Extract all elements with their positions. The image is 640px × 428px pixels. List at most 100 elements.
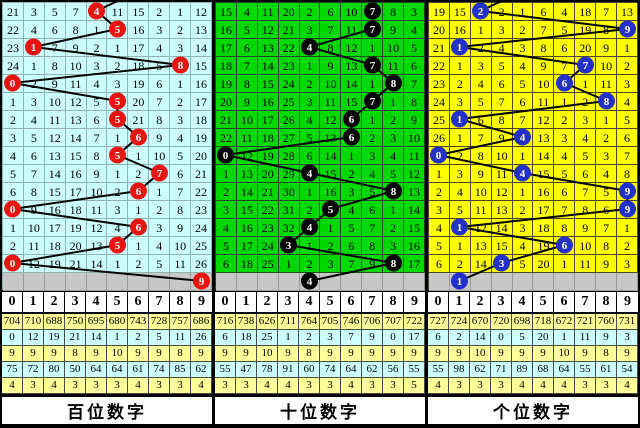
miss-count-cell <box>107 237 129 255</box>
miss-count-cell: 10 <box>170 237 192 255</box>
stat-cell: 6 <box>215 330 236 346</box>
miss-count-cell: 27 <box>278 129 300 147</box>
stat-cell: 55 <box>575 362 596 378</box>
miss-count-cell: 7 <box>44 39 66 57</box>
stat-cell: 3 <box>320 330 341 346</box>
miss-count-cell: 8 <box>44 57 66 75</box>
miss-count-cell: 1 <box>449 129 471 147</box>
digit-header-cell: 8 <box>170 292 191 312</box>
digit-header-cell: 0 <box>428 292 449 312</box>
stat-cell: 720 <box>491 314 512 330</box>
stat-cell: 0 <box>383 330 404 346</box>
stat-cell: 80 <box>44 362 65 378</box>
panel-tens: 15 4 11 20 2 6 10 8 3 16 5 12 21 3 7 11 9 4 17 6 13 22 8 12 1 10 5… <box>215 2 425 424</box>
stat-cell: 707 <box>383 314 404 330</box>
miss-count-cell: 13 <box>404 183 425 201</box>
miss-count-cell: 4 <box>23 21 45 39</box>
miss-count-cell: 2 <box>449 255 471 273</box>
stat-cell: 64 <box>86 362 107 378</box>
miss-count-cell: 18 <box>191 111 212 129</box>
miss-count-cell: 13 <box>617 3 638 21</box>
miss-count-cell: 4 <box>86 75 108 93</box>
miss-count-cell <box>383 183 405 201</box>
stat-cell: 3 <box>236 378 257 394</box>
digit-header-cell: 9 <box>624 294 631 309</box>
miss-count-cell: 19 <box>575 21 597 39</box>
stat-cell: 9 <box>44 346 65 362</box>
miss-count-cell: 12 <box>533 111 555 129</box>
miss-count-cell: 2 <box>23 75 45 93</box>
miss-count-cell: 6 <box>491 75 513 93</box>
miss-count-cell: 16 <box>320 183 342 201</box>
digit-header-cell: 3 <box>491 292 512 312</box>
miss-count-cell: 3 <box>575 111 597 129</box>
miss-count-cell: 6 <box>554 39 576 57</box>
miss-count-cell: 24 <box>3 57 24 75</box>
miss-count-cell: 2 <box>128 165 150 183</box>
miss-count-cell: 4 <box>149 237 171 255</box>
latest-row-cell <box>299 273 321 291</box>
miss-count-cell: 6 <box>470 111 492 129</box>
latest-row-cell <box>470 273 492 291</box>
miss-count-cell: 5 <box>617 111 638 129</box>
miss-count-cell: 1 <box>449 237 471 255</box>
stat-cell: 55 <box>215 362 236 378</box>
miss-count-cell: 4 <box>236 3 258 21</box>
miss-count-cell: 10 <box>23 219 45 237</box>
miss-count-cell: 3 <box>596 147 618 165</box>
digit-header-cell: 5 <box>320 292 341 312</box>
miss-count-cell: 9 <box>170 219 192 237</box>
latest-row-cell <box>149 273 171 291</box>
trend-grid-tens: 15 4 11 20 2 6 10 8 3 16 5 12 21 3 7 11 9 4 17 6 13 22 8 12 1 10 5… <box>215 2 425 291</box>
stat-cell: 68 <box>533 362 554 378</box>
miss-count-cell: 12 <box>44 129 66 147</box>
miss-count-cell: 2 <box>341 165 363 183</box>
miss-count-cell <box>216 147 237 165</box>
miss-count-cell <box>554 237 576 255</box>
stat-cell: 3 <box>470 378 491 394</box>
stat-cell: 3 <box>596 378 617 394</box>
stat-cell: 4 <box>428 378 449 394</box>
miss-count-cell: 19 <box>44 255 66 273</box>
miss-count-cell: 9 <box>362 255 384 273</box>
stat-cell: 3 <box>575 378 596 394</box>
miss-count-cell: 6 <box>44 21 66 39</box>
miss-count-cell: 10 <box>491 147 513 165</box>
miss-count-cell: 1 <box>617 39 638 57</box>
stat-cell: 3 <box>107 378 128 394</box>
digit-header-cell: 5 <box>107 292 128 312</box>
miss-count-cell: 15 <box>128 3 150 21</box>
miss-count-cell: 7 <box>596 219 618 237</box>
miss-count-cell: 2 <box>320 237 342 255</box>
miss-count-cell: 12 <box>320 111 342 129</box>
stat-cell: 62 <box>470 362 491 378</box>
miss-count-cell: 2 <box>86 39 108 57</box>
miss-count-cell: 25 <box>191 237 212 255</box>
miss-count-cell: 21 <box>128 111 150 129</box>
miss-count-cell: 20 <box>65 237 87 255</box>
miss-count-cell <box>429 147 450 165</box>
miss-count-cell <box>470 3 492 21</box>
miss-count-cell: 4 <box>362 165 384 183</box>
latest-row-cell <box>65 273 87 291</box>
digit-header-cell: 2 <box>44 292 65 312</box>
stat-cell: 9 <box>533 346 554 362</box>
miss-count-cell: 17 <box>191 93 212 111</box>
stat-cell: 71 <box>491 362 512 378</box>
latest-row-cell <box>278 273 300 291</box>
miss-count-cell: 2 <box>362 129 384 147</box>
stat-cell: 9 <box>449 346 470 362</box>
miss-count-cell: 7 <box>341 255 363 273</box>
miss-count-cell: 8 <box>362 237 384 255</box>
miss-count-cell: 7 <box>596 3 618 21</box>
miss-count-cell: 20 <box>216 93 237 111</box>
miss-count-cell: 4 <box>554 3 576 21</box>
stat-cell: 5 <box>404 378 425 394</box>
stat-cell: 2 <box>128 330 149 346</box>
miss-count-cell: 19 <box>128 75 150 93</box>
stat-cell: 3 <box>362 378 383 394</box>
miss-count-cell: 9 <box>149 129 171 147</box>
miss-count-cell <box>86 3 108 21</box>
miss-count-cell: 2 <box>3 237 24 255</box>
